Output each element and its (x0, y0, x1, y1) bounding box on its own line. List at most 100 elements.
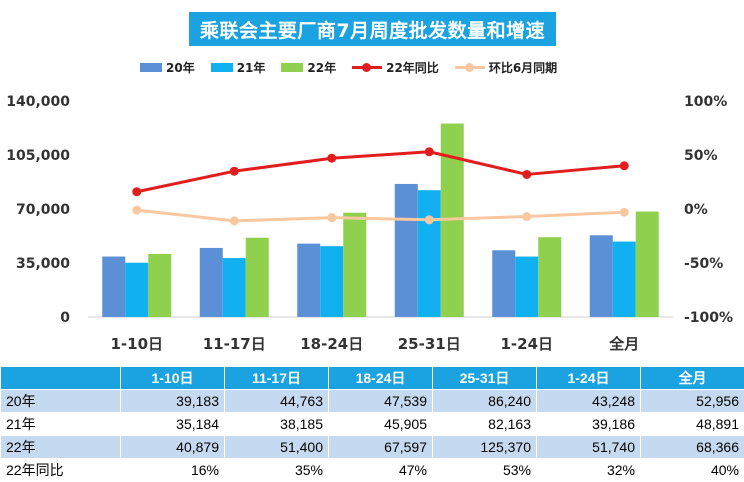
legend-label-20: 20年 (166, 59, 195, 76)
left-axis-tick-label: 35,000 (16, 256, 70, 272)
table-cell: 47% (329, 459, 433, 482)
table-cell: 47,539 (329, 390, 433, 413)
line-环比6月同期 (137, 210, 625, 221)
x-axis-tick-label: 18-24日 (300, 335, 363, 353)
right-axis-tick-label: -50% (684, 256, 723, 272)
chart-title: 乘联会主要厂商7月周度批发数量和增速 (189, 12, 556, 46)
table-cell: 125,370 (433, 436, 537, 459)
row-label: 21年 (1, 413, 121, 436)
left-axis-tick-label: 0 (60, 310, 70, 326)
table-cell: 35,184 (121, 413, 225, 436)
table-cell: 38,185 (225, 413, 329, 436)
left-axis-tick-label: 140,000 (6, 94, 70, 110)
bar-21年 (418, 190, 441, 317)
legend-item-21: 21年 (211, 59, 266, 76)
point-环比6月同期 (620, 208, 629, 217)
table-row: 20年 39,183 44,763 47,539 86,240 43,248 5… (1, 390, 744, 413)
table-header-cell: 全月 (641, 367, 744, 390)
right-axis-tick-label: 100% (684, 94, 727, 110)
point-环比6月同期 (327, 213, 336, 222)
table-cell: 48,891 (641, 413, 744, 436)
x-axis-tick-label: 25-31日 (398, 335, 461, 353)
table-cell: 51,740 (537, 436, 641, 459)
legend-swatch-yoy (352, 61, 382, 73)
legend-item-20: 20年 (140, 59, 195, 76)
bar-22年 (343, 213, 366, 317)
table-cell: 68,366 (641, 436, 744, 459)
table-header-cell: 25-31日 (433, 367, 537, 390)
table-cell: 53% (433, 459, 537, 482)
legend-item-yoy: 22年同比 (352, 59, 439, 76)
x-axis-tick-label: 1-10日 (110, 335, 163, 353)
legend-label-mom: 环比6月同期 (489, 59, 557, 76)
point-22年同比 (522, 170, 531, 179)
line-22年同比 (137, 152, 625, 192)
bar-20年 (297, 244, 320, 317)
point-22年同比 (132, 187, 141, 196)
table-cell: 51,400 (225, 436, 329, 459)
table-header-cell: 1-24日 (537, 367, 641, 390)
row-label: 20年 (1, 390, 121, 413)
legend-item-mom: 环比6月同期 (455, 59, 557, 76)
table-cell: 39,186 (537, 413, 641, 436)
x-axis-tick-label: 1-24日 (500, 335, 553, 353)
table-cell: 45,905 (329, 413, 433, 436)
table-cell: 44,763 (225, 390, 329, 413)
legend-swatch-20 (140, 63, 162, 72)
legend-item-22: 22年 (281, 59, 336, 76)
data-table: 1-10日 11-17日 18-24日 25-31日 1-24日 全月 20年 … (0, 366, 744, 482)
bar-22年 (148, 254, 171, 317)
x-axis-tick-label: 全月 (608, 335, 639, 353)
table-cell: 82,163 (433, 413, 537, 436)
bar-20年 (200, 248, 223, 317)
point-环比6月同期 (522, 212, 531, 221)
point-环比6月同期 (230, 216, 239, 225)
right-axis-tick-label: 0% (684, 202, 708, 218)
bar-21年 (223, 258, 246, 317)
table-cell: 35% (225, 459, 329, 482)
bar-22年 (538, 237, 561, 317)
right-axis-tick-label: -100% (684, 310, 733, 326)
table-row: 22年同比 16% 35% 47% 53% 32% 40% (1, 459, 744, 482)
bar-20年 (102, 257, 125, 317)
table-header-corner (1, 367, 121, 390)
right-axis-tick-label: 50% (684, 148, 718, 164)
table-row: 22年 40,879 51,400 67,597 125,370 51,740 … (1, 436, 744, 459)
legend: 20年 21年 22年 22年同比 环比6月同期 (140, 58, 573, 76)
row-label: 22年同比 (1, 459, 121, 482)
bar-21年 (515, 257, 538, 317)
legend-swatch-21 (211, 63, 233, 72)
table-cell: 67,597 (329, 436, 433, 459)
table-cell: 40% (641, 459, 744, 482)
table-row: 21年 35,184 38,185 45,905 82,163 39,186 4… (1, 413, 744, 436)
bar-20年 (590, 235, 613, 317)
legend-label-22: 22年 (307, 59, 336, 76)
table-cell: 52,956 (641, 390, 744, 413)
legend-swatch-22 (281, 63, 303, 72)
bar-20年 (492, 250, 515, 317)
point-环比6月同期 (425, 215, 434, 224)
table-cell: 16% (121, 459, 225, 482)
table-cell: 40,879 (121, 436, 225, 459)
bar-22年 (636, 212, 659, 317)
legend-swatch-mom (455, 61, 485, 73)
table-header-cell: 11-17日 (225, 367, 329, 390)
table-cell: 43,248 (537, 390, 641, 413)
point-22年同比 (230, 167, 239, 176)
table-header-cell: 1-10日 (121, 367, 225, 390)
point-22年同比 (327, 154, 336, 163)
chart: 035,00070,000105,000140,000-100%-50%0%50… (0, 0, 744, 366)
point-环比6月同期 (132, 206, 141, 215)
legend-label-yoy: 22年同比 (386, 59, 439, 76)
table-header-cell: 18-24日 (329, 367, 433, 390)
table-cell: 32% (537, 459, 641, 482)
bar-22年 (246, 238, 269, 317)
left-axis-tick-label: 105,000 (6, 148, 70, 164)
table-header-row: 1-10日 11-17日 18-24日 25-31日 1-24日 全月 (1, 367, 744, 390)
x-axis-tick-label: 11-17日 (203, 335, 266, 353)
point-22年同比 (425, 147, 434, 156)
row-label: 22年 (1, 436, 121, 459)
bar-21年 (613, 242, 636, 317)
table-cell: 86,240 (433, 390, 537, 413)
bar-21年 (125, 263, 148, 317)
